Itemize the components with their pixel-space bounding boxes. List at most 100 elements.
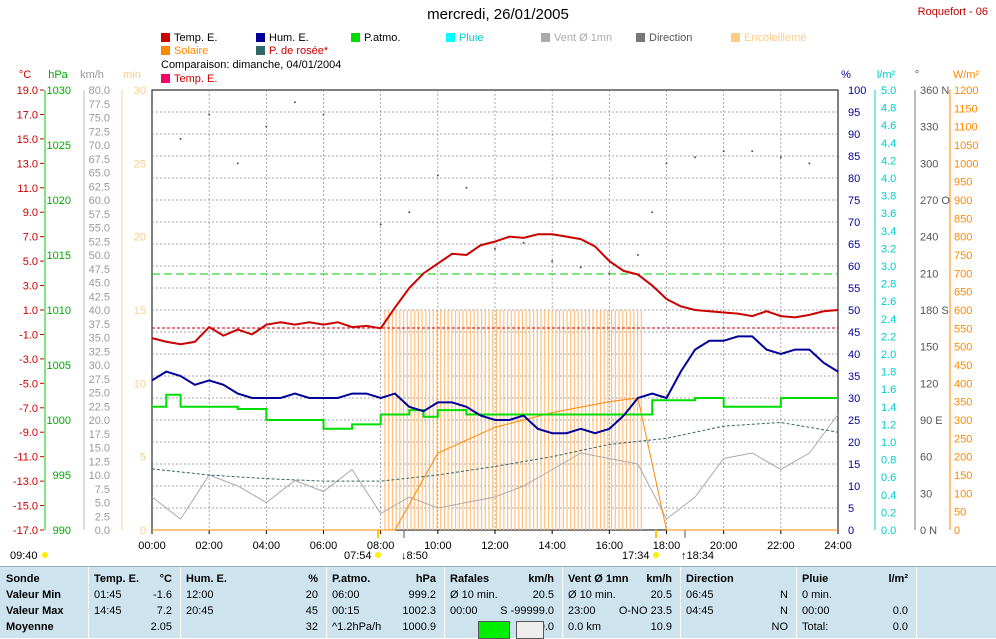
- temp-tick-label: -17.0: [13, 525, 38, 537]
- deg-tick-label: 300: [920, 158, 938, 170]
- page-title: mercredi, 26/01/2005: [427, 6, 569, 23]
- legend-swatch: [731, 33, 740, 42]
- stats-value: l/m²: [888, 573, 908, 585]
- stats-value: -1.6: [153, 589, 172, 601]
- temp-tick-label: 7.0: [23, 232, 38, 244]
- hpa-tick-label: 1015: [47, 250, 71, 262]
- rain-tick-label: 0.6: [881, 472, 896, 484]
- rain-tick-label: 0.2: [881, 507, 896, 519]
- wm2-tick-label: 400: [954, 378, 972, 390]
- axis-unit: W/m²: [953, 69, 980, 81]
- kmh-tick-label: 52.5: [89, 236, 110, 248]
- x-tick-label: 10:00: [424, 540, 452, 552]
- temp-tick-label: -15.0: [13, 501, 38, 513]
- legend-swatch: [256, 46, 265, 55]
- direction-point: [379, 223, 382, 226]
- temp-tick-label: -5.0: [19, 378, 38, 390]
- deg-tick-label: 150: [920, 342, 938, 354]
- stats-col-patmo: P.atmo. hPa 06:00 999.2 00:15 1002.3 ^1.2hPa/h…: [326, 567, 445, 638]
- series-vent-line: [151, 414, 839, 520]
- stats-cell: 06:00: [332, 589, 360, 601]
- wm2-tick-label: 0: [954, 525, 960, 537]
- rain-gauge-icon: [516, 621, 544, 639]
- kmh-tick-label: 50.0: [89, 250, 110, 262]
- stats-value: 20.5: [532, 589, 554, 601]
- rain-tick-label: 1.4: [881, 402, 896, 414]
- legend-solaire: Solaire: [161, 45, 208, 57]
- hpa-tick-label: 1010: [47, 305, 71, 317]
- axis-unit: %: [841, 69, 851, 81]
- stats-cell: 00:00: [802, 605, 830, 617]
- legend-label: Pluie: [459, 32, 484, 44]
- wm2-tick-label: 600: [954, 305, 972, 317]
- wm2-tick-label: 150: [954, 470, 972, 482]
- direction-point: [665, 162, 668, 165]
- kmh-tick-label: 62.5: [89, 181, 110, 193]
- legend-temp: Temp. E.: [161, 32, 217, 44]
- stats-cell: 23:00: [568, 605, 596, 617]
- legend-label: Vent Ø 1mn: [554, 32, 613, 44]
- temp-tick-label: 5.0: [23, 256, 38, 268]
- pressure-gauge-icon: [478, 621, 510, 639]
- stats-table: Sonde Valeur Min Valeur Max Moyenne Temp…: [0, 566, 996, 639]
- stats-row-labels: Sonde Valeur Min Valeur Max Moyenne: [0, 567, 89, 638]
- rain-tick-label: 2.4: [881, 314, 896, 326]
- pct-tick-label: 10: [848, 481, 860, 493]
- legend-swatch: [351, 33, 360, 42]
- pct-tick-label: 80: [848, 173, 860, 185]
- direction-point: [837, 156, 839, 159]
- direction-point: [751, 150, 754, 153]
- stats-cell: Ø 10 min.: [568, 589, 616, 601]
- stats-value: 1002.3: [402, 605, 436, 617]
- kmh-tick-label: 10.0: [89, 470, 110, 482]
- wm2-tick-label: 700: [954, 268, 972, 280]
- stats-value: 0.0: [892, 621, 908, 633]
- x-tick-label: 16:00: [596, 540, 624, 552]
- kmh-tick-label: 22.5: [89, 401, 110, 413]
- series-dewpoint-line: [151, 421, 839, 482]
- hpa-tick-label: 1020: [47, 195, 71, 207]
- legend-swatch: [446, 33, 455, 42]
- min-tick-label: 20: [134, 232, 146, 244]
- direction-point: [779, 156, 782, 159]
- temp-tick-label: -7.0: [19, 403, 38, 415]
- deg-tick-label: 90 E: [920, 415, 943, 427]
- temp-tick-label: -3.0: [19, 354, 38, 366]
- stats-cell: 0.0 km: [568, 621, 602, 633]
- legend-swatch: [161, 33, 170, 42]
- x-tick-label: 22:00: [767, 540, 795, 552]
- x-tick-label: 24:00: [824, 540, 852, 552]
- weather-chart: °C hPa km/h min% l/m² ° W/m² 19.0 17.0 15.0 13.0 11…: [10, 69, 980, 562]
- legend-hum: Hum. E.: [256, 32, 309, 44]
- stats-cell: Vent Ø 1mn: [568, 573, 629, 585]
- temp-tick-label: 1.0: [23, 305, 38, 317]
- rain-tick-label: 4.0: [881, 173, 896, 185]
- pct-tick-label: 85: [848, 151, 860, 163]
- stats-value: 32: [305, 621, 318, 633]
- wm2-tick-label: 250: [954, 433, 972, 445]
- stats-cell: 12:00: [186, 589, 214, 601]
- hpa-tick-label: 990: [53, 525, 71, 537]
- legend-direction: Direction: [636, 32, 692, 44]
- pct-tick-label: 100: [848, 85, 866, 97]
- direction-point: [293, 101, 296, 104]
- x-tick-label: 04:00: [253, 540, 281, 552]
- stats-col-dir: Direction 06:45 N 04:45 N NO: [680, 567, 797, 638]
- row-label: Valeur Max: [6, 605, 64, 617]
- deg-tick-label: 30: [920, 488, 932, 500]
- wm2-tick-label: 900: [954, 195, 972, 207]
- series-solaire-line: [152, 397, 838, 531]
- temp-tick-label: -1.0: [19, 329, 38, 341]
- direction-point: [722, 150, 725, 153]
- wm2-tick-label: 550: [954, 323, 972, 335]
- axis-unit: l/m²: [877, 69, 896, 81]
- stats-value: hPa: [415, 573, 436, 585]
- stats-cell: 01:45: [94, 589, 122, 601]
- x-tick-label: 00:00: [138, 540, 166, 552]
- direction-point: [236, 162, 239, 165]
- rain-tick-label: 1.6: [881, 384, 896, 396]
- pct-tick-label: 70: [848, 217, 860, 229]
- stats-value: 2.05: [150, 621, 172, 633]
- pct-tick-label: 40: [848, 349, 860, 361]
- kmh-tick-label: 57.5: [89, 209, 110, 221]
